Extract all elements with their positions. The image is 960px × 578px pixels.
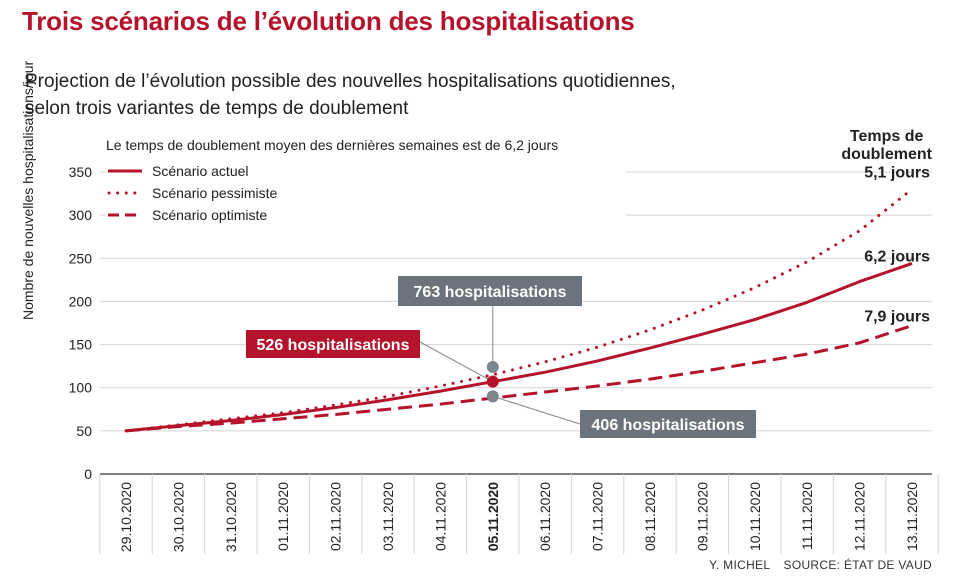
credits: Y. MICHEL SOURCE: ÉTAT DE VAUD bbox=[699, 558, 932, 572]
y-tick-label: 350 bbox=[69, 164, 93, 180]
annotation-point bbox=[486, 361, 499, 374]
legend-label: Scénario actuel bbox=[152, 163, 249, 179]
x-tick-label: 29.10.2020 bbox=[118, 482, 134, 552]
legend-swatch-solid bbox=[108, 169, 142, 173]
x-tick-label: 10.11.2020 bbox=[747, 482, 763, 551]
subtitle-line-1: Projection de l’évolution possible des n… bbox=[25, 71, 676, 92]
x-tick-label: 09.11.2020 bbox=[694, 482, 710, 551]
y-tick-label: 50 bbox=[76, 423, 92, 439]
legend-label: Scénario pessimiste bbox=[152, 185, 278, 201]
x-tick-label: 05.11.2020 bbox=[485, 482, 501, 552]
annotation-box bbox=[398, 276, 582, 306]
annotation-label: 406 hospitalisations bbox=[592, 417, 745, 434]
legend-swatch-dotted bbox=[107, 191, 144, 195]
chart-legend: Scénario actuel Scénario pessimiste Scén… bbox=[106, 160, 626, 226]
doubling-header-line-2: doublement bbox=[841, 146, 932, 163]
x-tick-label: 06.11.2020 bbox=[537, 482, 553, 551]
x-tick-label: 02.11.2020 bbox=[328, 482, 344, 551]
annotation-leader bbox=[419, 341, 494, 383]
annotation-box bbox=[580, 410, 756, 438]
series-end-label: 5,1 jours bbox=[864, 164, 930, 181]
chart-subtitle: Projection de l’évolution possible des n… bbox=[25, 68, 925, 122]
x-tick-label: 08.11.2020 bbox=[642, 482, 658, 551]
y-axis-label: Nombre de nouvelles hospitalisations/jou… bbox=[20, 60, 36, 320]
y-tick-label: 250 bbox=[69, 250, 93, 266]
x-tick-label: 12.11.2020 bbox=[852, 482, 868, 551]
source-credit: SOURCE: ÉTAT DE VAUD bbox=[783, 558, 932, 572]
series-line-solid bbox=[125, 262, 913, 433]
y-tick-label: 0 bbox=[84, 466, 92, 482]
annotation-box bbox=[246, 330, 420, 358]
x-tick-label: 07.11.2020 bbox=[590, 482, 606, 551]
legend-item-pessimiste: Scénario pessimiste bbox=[106, 182, 626, 204]
series-end-label: 6,2 jours bbox=[864, 248, 930, 265]
legend-label: Scénario optimiste bbox=[152, 207, 268, 223]
series-line-dashed bbox=[125, 324, 913, 433]
doubling-note: Le temps de doublement moyen des dernièr… bbox=[106, 137, 559, 153]
annotation-leader bbox=[492, 395, 581, 425]
page-title: Trois scénarios de l’évolution des hospi… bbox=[22, 6, 635, 36]
author-credit: Y. MICHEL bbox=[709, 558, 770, 572]
annotation-label: 526 hospitalisations bbox=[257, 337, 410, 354]
doubling-time-header: Temps de doublement bbox=[841, 128, 932, 164]
legend-item-actuel: Scénario actuel bbox=[106, 160, 626, 182]
x-tick-label: 30.10.2020 bbox=[170, 482, 186, 552]
y-tick-label: 100 bbox=[69, 380, 93, 396]
subtitle-line-2: selon trois variantes de temps de double… bbox=[25, 98, 409, 119]
x-tick-label: 03.11.2020 bbox=[380, 482, 396, 551]
y-tick-label: 200 bbox=[69, 293, 93, 309]
annotation-label: 763 hospitalisations bbox=[414, 284, 567, 301]
legend-swatch-dashed bbox=[108, 213, 142, 217]
annotation-point bbox=[486, 390, 499, 403]
x-tick-label: 11.11.2020 bbox=[799, 482, 815, 550]
y-tick-label: 150 bbox=[69, 337, 93, 353]
series-line-dotted bbox=[124, 187, 914, 433]
x-tick-label: 13.11.2020 bbox=[904, 482, 920, 551]
series-end-label: 7,9 jours bbox=[864, 309, 930, 326]
x-tick-label: 04.11.2020 bbox=[432, 482, 448, 551]
annotation-point bbox=[486, 375, 499, 388]
y-tick-label: 300 bbox=[69, 207, 93, 223]
doubling-header-line-1: Temps de bbox=[849, 128, 924, 145]
legend-item-optimiste: Scénario optimiste bbox=[106, 204, 626, 226]
x-tick-label: 01.11.2020 bbox=[275, 482, 291, 551]
x-tick-label: 31.10.2020 bbox=[223, 482, 239, 552]
